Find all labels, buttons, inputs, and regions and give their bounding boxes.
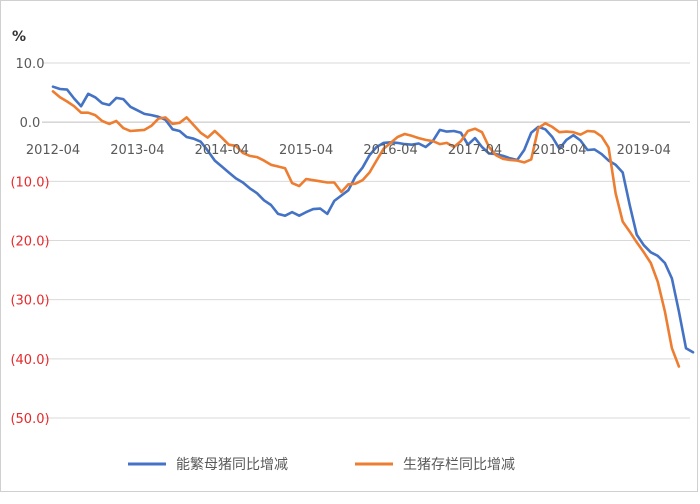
legend: 能繁母猪同比增减 生猪存栏同比增减: [128, 457, 515, 473]
x-axis-ticks: 2012-04 2013-04 2014-04 2015-04 2016-04 2017-…: [26, 143, 671, 158]
y-tick-label: 0.0: [20, 116, 41, 131]
y-tick-label: (20.0): [10, 235, 49, 250]
chart-border: [0, 0, 698, 492]
legend-label: 生猪存栏同比增减: [403, 457, 515, 473]
x-tick-label: 2015-04: [279, 143, 333, 158]
x-tick-label: 2019-04: [617, 143, 671, 158]
y-tick-label: (30.0): [10, 294, 49, 309]
x-tick-label: 2014-04: [195, 143, 249, 158]
x-tick-label: 2012-04: [26, 143, 80, 158]
y-tick-label: 10.0: [16, 57, 45, 72]
y-tick-label: (40.0): [10, 353, 49, 368]
legend-label: 能繁母猪同比增减: [176, 457, 288, 473]
series-lines: [51, 85, 695, 368]
y-tick-label: (10.0): [10, 175, 49, 190]
x-tick-label: 2013-04: [110, 143, 164, 158]
series-line: [51, 90, 681, 368]
x-tick-label: 2017-04: [448, 143, 502, 158]
gridlines: [42, 62, 690, 419]
x-tick-label: 2016-04: [363, 143, 417, 158]
y-axis-ticks: 10.0 0.0 (10.0) (20.0) (30.0) (40.0) (50.0): [10, 57, 49, 427]
x-tick-label: 2018-04: [532, 143, 586, 158]
y-tick-label: (50.0): [10, 412, 49, 427]
y-unit-label: %: [12, 29, 26, 45]
